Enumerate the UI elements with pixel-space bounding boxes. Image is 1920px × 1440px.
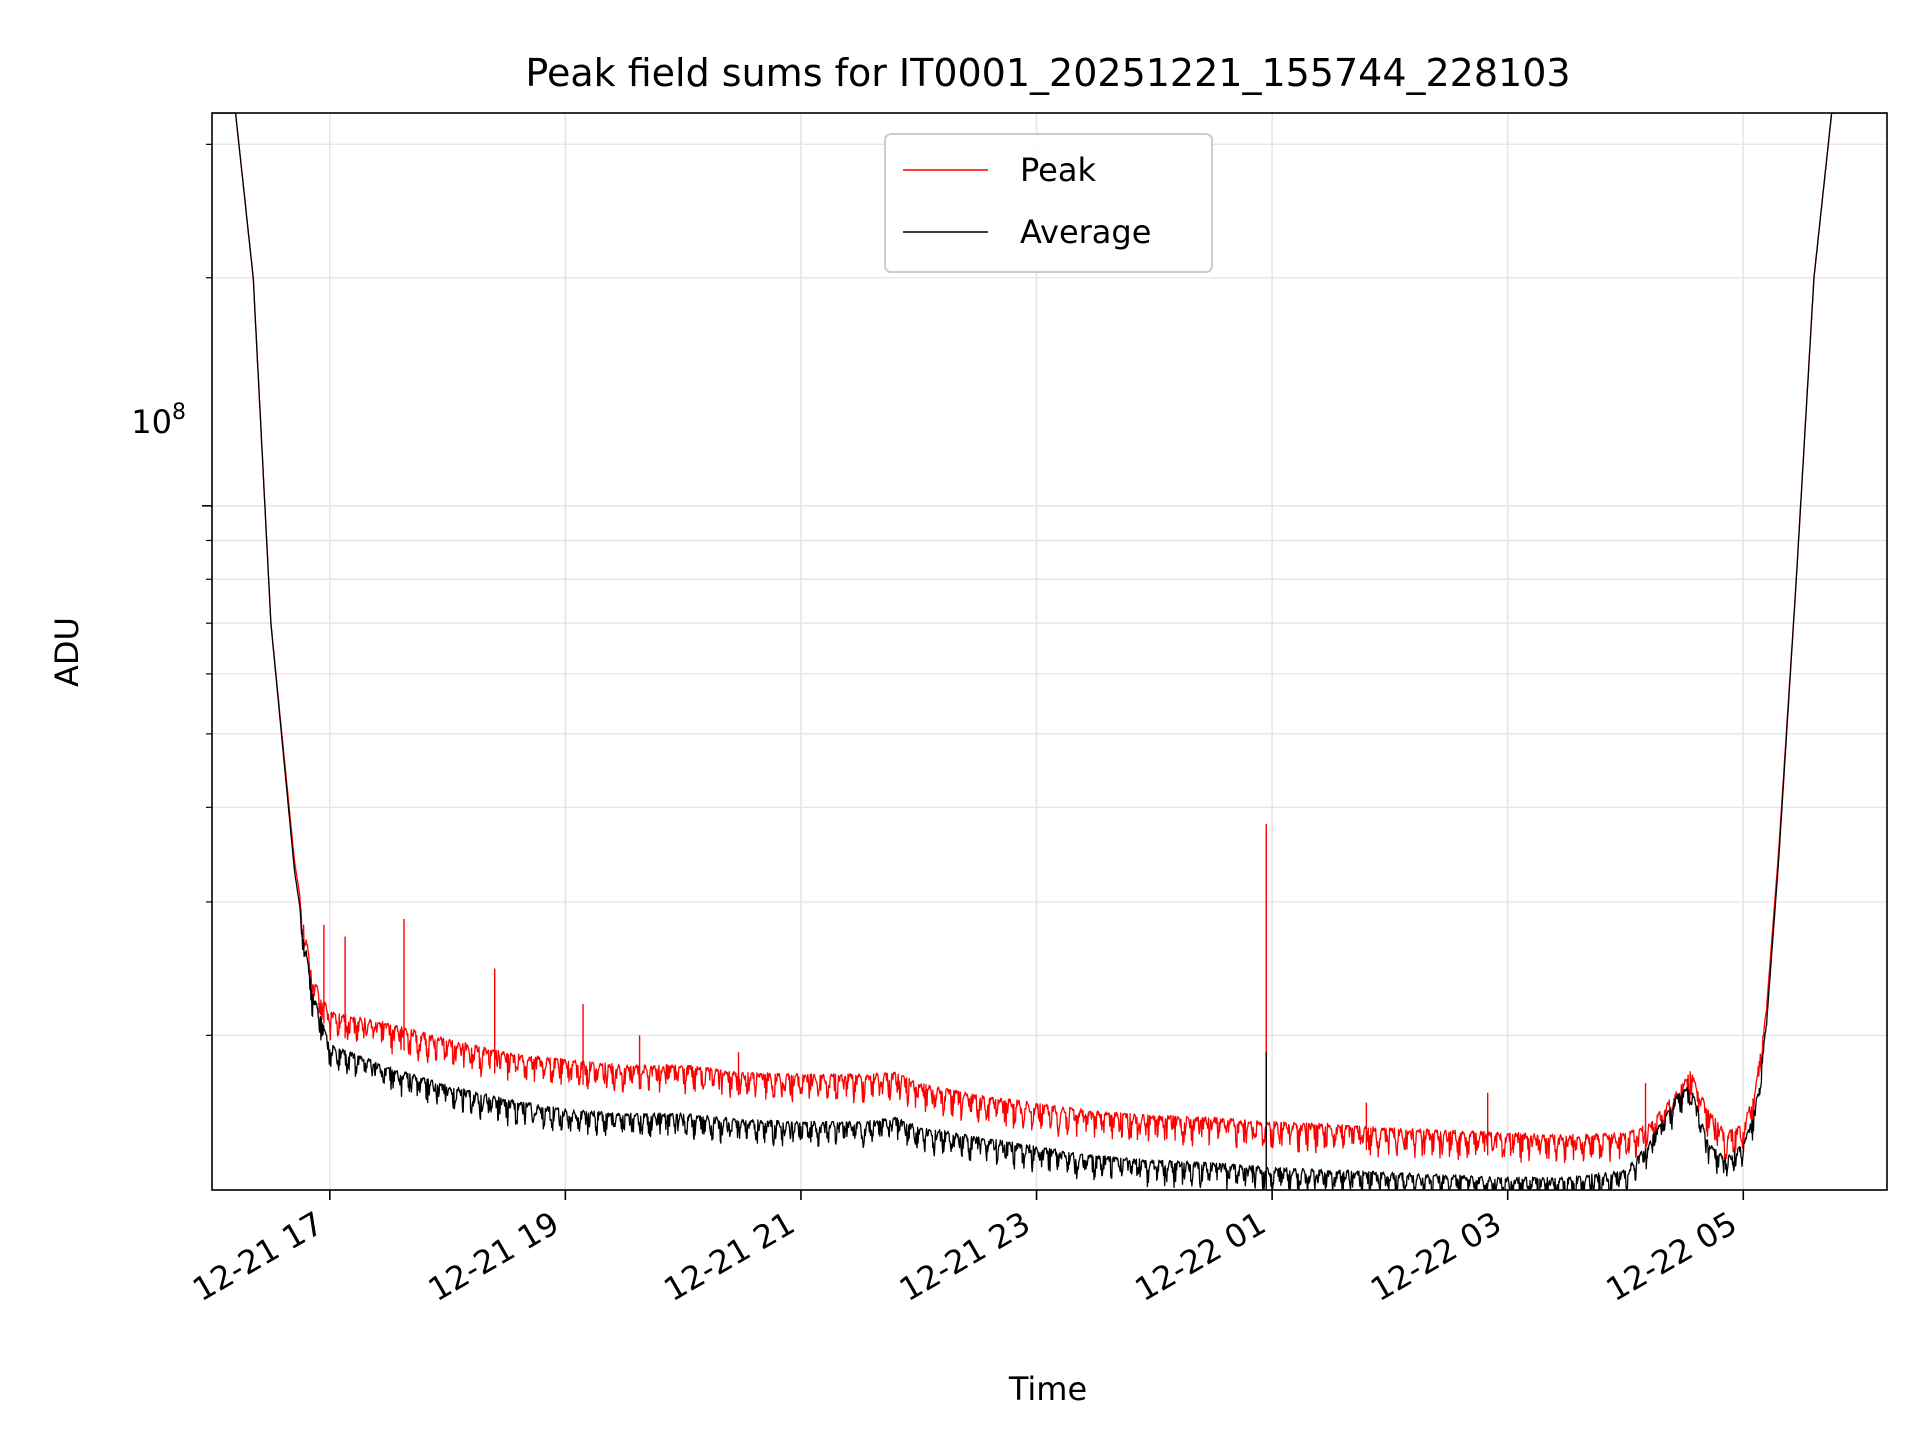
legend-peak-label: Peak	[1020, 151, 1096, 189]
legend: Peak Average	[884, 133, 1213, 273]
y-tick-label-exponent: 8	[172, 400, 186, 425]
grid-lines	[212, 113, 1887, 1190]
series-line-peak	[212, 113, 1887, 1164]
series-line-average	[212, 113, 1887, 1190]
y-tick-label-base: 10	[131, 403, 172, 441]
x-axis-label: Time	[1008, 1370, 1087, 1408]
legend-box	[884, 133, 1213, 273]
legend-average-label: Average	[1020, 213, 1151, 251]
plot-area	[212, 113, 1887, 1190]
y-tick-label-1e8: 108	[131, 400, 186, 441]
chart-title: Peak field sums for IT0001_20251221_1557…	[525, 51, 1570, 95]
plot-frame	[211, 112, 1888, 1191]
y-axis-label: ADU	[48, 617, 86, 687]
